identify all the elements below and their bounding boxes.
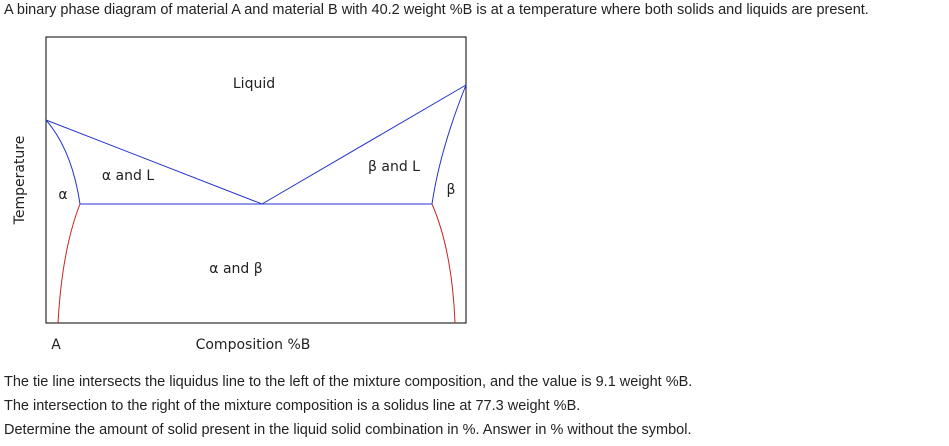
question-line: The tie line intersects the liquidus lin…	[4, 374, 693, 390]
alpha-solidus	[45, 119, 81, 205]
diagram-frame	[45, 36, 467, 324]
question-line: Determine the amount of solid present in…	[4, 422, 692, 438]
region-label: β	[447, 182, 456, 198]
beta-solidus	[431, 84, 467, 205]
liquidus	[45, 84, 467, 205]
region-label: Liquid	[233, 76, 275, 92]
region-label: α and L	[102, 168, 154, 184]
region-label: β and L	[368, 159, 420, 175]
x-start-label: A	[51, 337, 61, 353]
beta-solvus	[431, 203, 456, 324]
question-line: The intersection to the right of the mix…	[4, 398, 581, 414]
region-label: α and β	[209, 261, 262, 277]
question-intro: A binary phase diagram of material A and…	[4, 2, 869, 18]
x-axis-label: Composition %B	[196, 337, 311, 353]
alpha-solvus	[57, 203, 81, 324]
region-label: α	[58, 187, 67, 203]
y-axis-label: Temperature	[12, 136, 28, 226]
